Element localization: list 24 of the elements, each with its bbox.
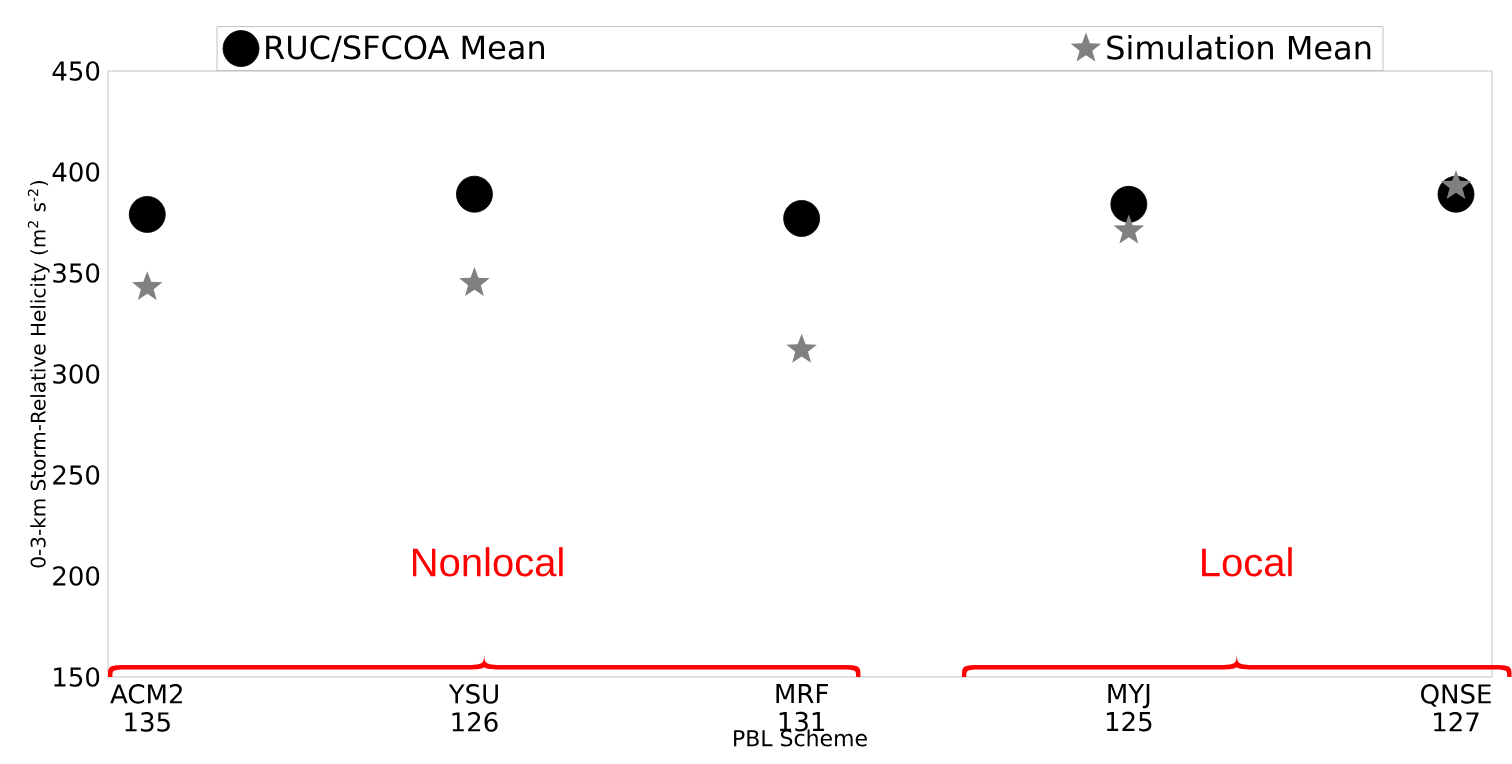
- point: [1110, 185, 1148, 223]
- y-tick-label: 150: [54, 667, 100, 687]
- x-tick-label: MYJ 125: [1106, 684, 1152, 732]
- point: [786, 333, 817, 363]
- y-tick-label: 450: [52, 61, 100, 81]
- point: [128, 196, 166, 233]
- y-tick-label: 300: [53, 364, 100, 384]
- x-tick-label: YSU 126: [448, 684, 498, 732]
- legend-label: Simulation Mean: [1107, 34, 1371, 60]
- y-tick-label: 400: [52, 162, 100, 182]
- x-tick-label: ACM2 135: [110, 684, 182, 732]
- legend-label: RUC/SFCOA Mean: [266, 35, 545, 62]
- annotation: Local: [1202, 547, 1292, 577]
- y-tick-label: 200: [53, 566, 100, 586]
- y-axis-title: 0-3-km Storm-Relative Helicity (m$^{2}$ s$^{-2}$): [27, 180, 50, 568]
- point: [459, 267, 490, 297]
- point: [132, 271, 163, 301]
- point: [456, 175, 493, 213]
- point: [783, 200, 821, 237]
- y-tick-label: 350: [53, 263, 100, 283]
- y-tick-label: 250: [53, 465, 100, 485]
- annotation: Nonlocal: [413, 547, 563, 577]
- x-tick-label: QNSE 127: [1421, 684, 1491, 732]
- point: [1113, 214, 1145, 244]
